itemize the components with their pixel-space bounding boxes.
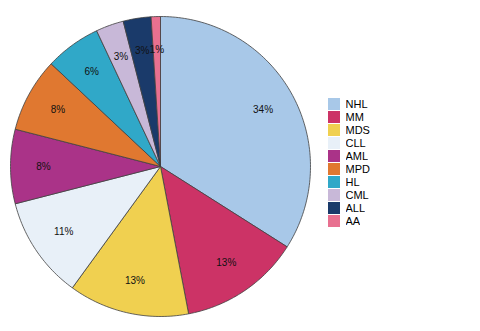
svg-text:3%: 3% (135, 45, 150, 56)
html-text:ALL: ALL (345, 201, 366, 214)
svg-text:13%: 13% (216, 257, 236, 268)
svg-text:34%: 34% (253, 104, 273, 115)
html-text:MDS: MDS (345, 123, 370, 136)
html-text:MPD: MPD (345, 162, 370, 175)
html-text:MM: MM (345, 110, 364, 123)
svg-text:8%: 8% (36, 160, 51, 171)
svg-text:3%: 3% (114, 50, 129, 61)
html-text:NHL: NHL (345, 97, 368, 110)
html-text:AA: AA (345, 214, 361, 227)
svg-text:1%: 1% (150, 43, 165, 54)
svg-text:11%: 11% (54, 226, 73, 237)
html-text:CML: CML (345, 188, 369, 201)
html-text:AML: AML (345, 149, 369, 162)
svg-text:6%: 6% (85, 66, 100, 77)
html-text:CLL: CLL (345, 136, 366, 149)
svg-text:13%: 13% (125, 274, 145, 285)
svg-text:8%: 8% (51, 104, 66, 115)
html-text:HL: HL (345, 175, 360, 188)
